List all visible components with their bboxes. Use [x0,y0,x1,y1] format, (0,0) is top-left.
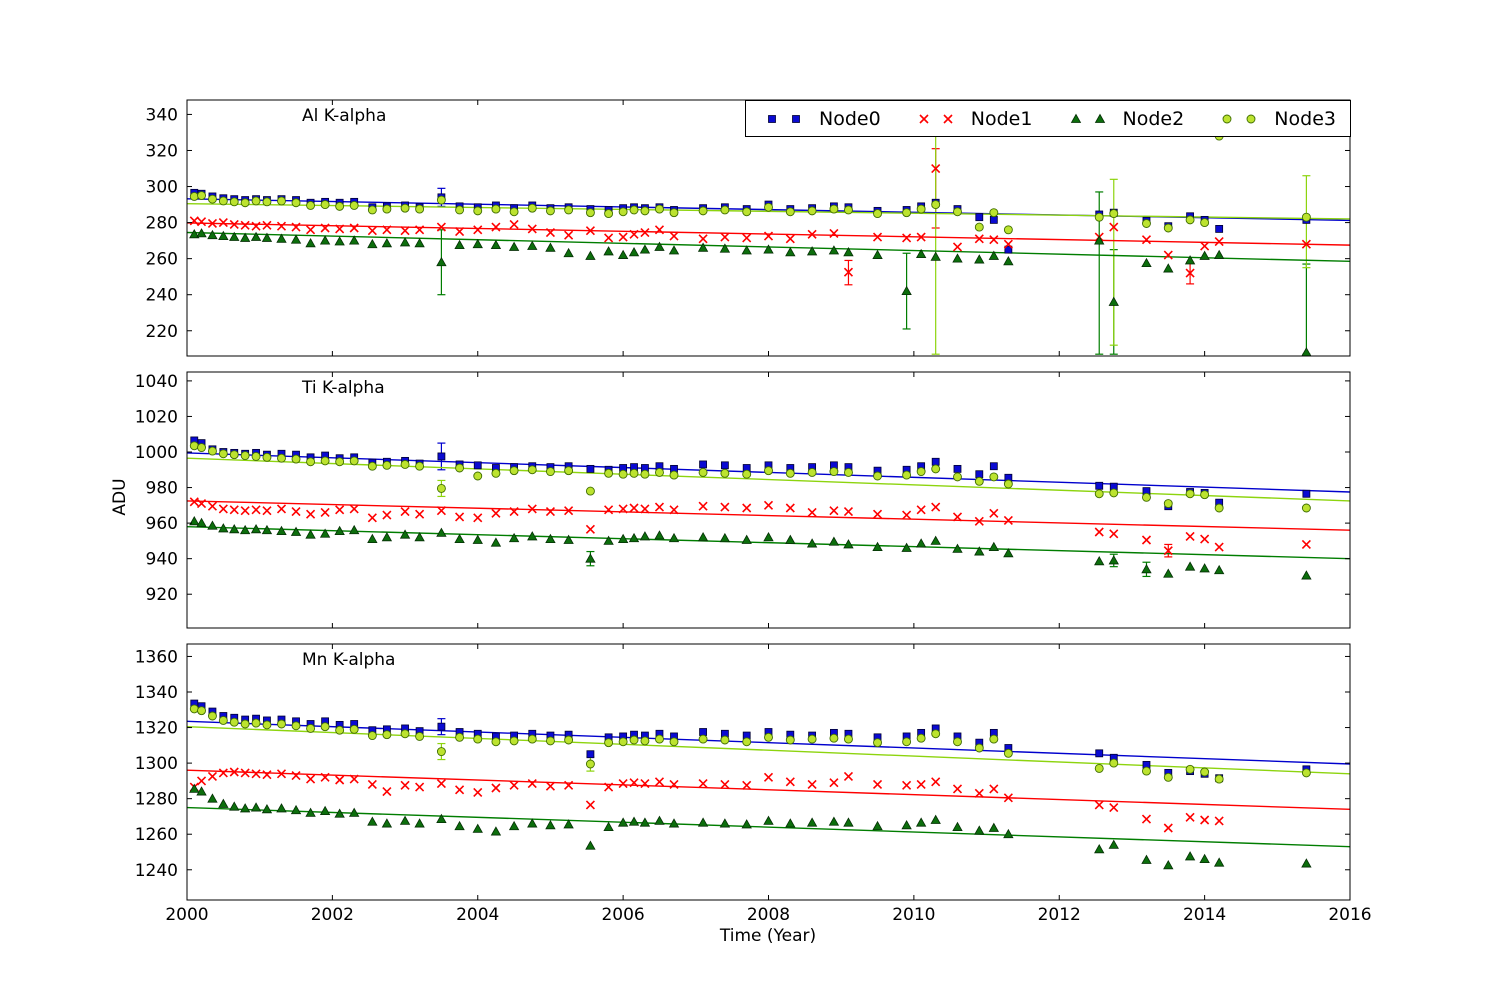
svg-text:2010: 2010 [892,905,935,925]
legend-label-node0: Node0 [819,107,881,130]
x-axis-label: Time (Year) [719,926,817,946]
panel-title-al-k-alpha: Al K-alpha [302,106,387,126]
svg-text:260: 260 [146,250,178,270]
svg-text:940: 940 [146,550,178,570]
legend-label-node2: Node2 [1122,107,1185,130]
node1-x-marker-icon [912,109,962,129]
svg-text:2012: 2012 [1038,905,1081,925]
svg-text:240: 240 [146,286,178,306]
node0-square-marker-icon [760,109,810,129]
svg-text:1320: 1320 [135,719,178,739]
node3-circle-marker-icon [1215,109,1265,129]
svg-text:300: 300 [146,178,178,198]
svg-text:2006: 2006 [601,905,644,925]
legend-item-node3: Node3 [1215,108,1336,130]
legend-item-node0: Node0 [760,108,881,130]
svg-text:280: 280 [146,214,178,234]
svg-text:1360: 1360 [135,647,178,667]
svg-text:2016: 2016 [1328,905,1371,925]
legend-label-node3: Node3 [1274,107,1336,130]
legend-item-node1: Node1 [912,107,1033,130]
legend-item-node2: Node2 [1064,107,1185,130]
panel-title-mn-k-alpha: Mn K-alpha [302,650,396,670]
node2-triangle-marker-icon [1064,109,1114,129]
legend-label-node1: Node1 [970,107,1033,130]
svg-text:1040: 1040 [135,372,178,392]
svg-text:2008: 2008 [747,905,790,925]
svg-text:2002: 2002 [311,905,354,925]
svg-text:1260: 1260 [135,825,178,845]
svg-text:1340: 1340 [135,683,178,703]
svg-text:960: 960 [146,514,178,534]
svg-text:920: 920 [146,585,178,605]
svg-text:340: 340 [146,105,178,125]
svg-text:320: 320 [146,141,178,161]
svg-text:980: 980 [146,479,178,499]
svg-text:2014: 2014 [1183,905,1226,925]
svg-text:1240: 1240 [135,861,178,881]
svg-text:1020: 1020 [135,407,178,427]
panel-title-ti-k-alpha: Ti K-alpha [302,378,385,398]
legend: Node0 Node1 Node2 Node3 [745,100,1351,137]
svg-text:2004: 2004 [456,905,499,925]
svg-text:1300: 1300 [135,754,178,774]
y-axis-label: ADU [110,478,130,516]
svg-text:1000: 1000 [135,443,178,463]
svg-text:1280: 1280 [135,790,178,810]
svg-text:220: 220 [146,322,178,342]
svg-text:2000: 2000 [165,905,208,925]
